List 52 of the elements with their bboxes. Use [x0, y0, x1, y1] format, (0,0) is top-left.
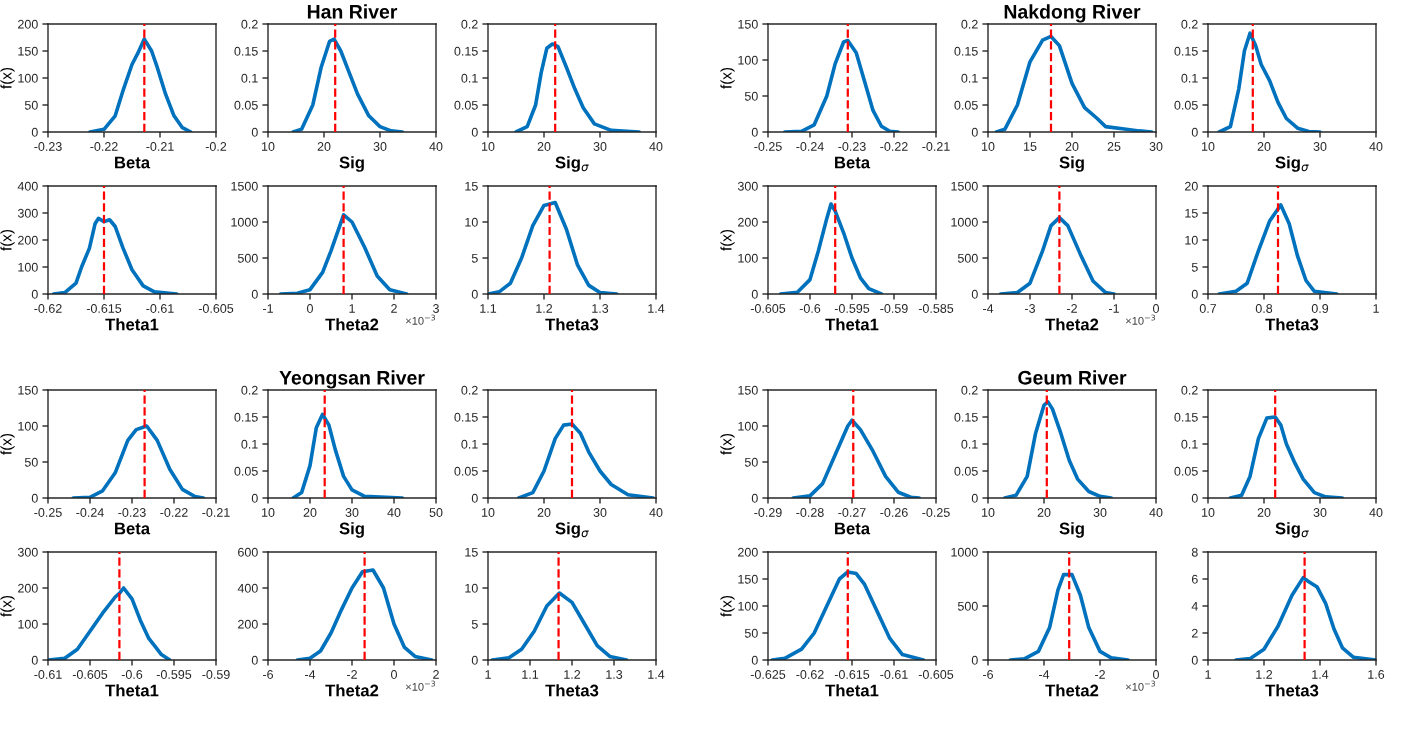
x-axis-title: Beta — [835, 522, 871, 535]
line-series — [998, 215, 1116, 294]
x-axis-title: Sig$_{σ}$ — [555, 522, 589, 538]
x-axis-title: Sig — [1059, 156, 1084, 172]
chart-title: Han River — [307, 4, 398, 19]
line-series — [514, 42, 642, 132]
line-series — [488, 200, 619, 294]
line-series — [71, 424, 206, 498]
x-axis-title: Theta1 — [825, 684, 879, 697]
line-series — [48, 586, 172, 660]
line-series — [791, 418, 922, 498]
line-series — [291, 412, 405, 498]
x-axis-title: Theta2 — [325, 684, 379, 697]
x-axis-title: Beta — [835, 156, 871, 169]
line-series — [994, 34, 1154, 132]
x-axis-title: Beta — [115, 522, 151, 535]
line-series — [1008, 572, 1130, 660]
line-series — [295, 568, 434, 660]
line-series — [291, 37, 405, 132]
x-axis-title: Theta3 — [545, 684, 599, 697]
x-axis-title: Theta2 — [325, 318, 379, 331]
line-series — [516, 422, 656, 498]
line-series — [1228, 415, 1345, 498]
chart-title: Nakdong River — [1004, 4, 1141, 23]
line-series — [1234, 575, 1376, 660]
line-series — [490, 591, 629, 660]
x-axis-title: Sig — [339, 156, 364, 172]
x-axis-title: Theta3 — [1265, 684, 1319, 697]
x-axis-title: Sig$_{σ}$ — [555, 156, 589, 172]
x-axis-title: Beta — [115, 156, 151, 169]
x-axis-title: Theta3 — [1265, 318, 1319, 331]
chart-title: Geum River — [1018, 370, 1127, 385]
line-series — [51, 216, 179, 294]
line-series — [770, 570, 926, 660]
x-axis-title: Theta3 — [545, 318, 599, 331]
x-axis-title: Theta1 — [105, 318, 159, 331]
line-series — [782, 38, 901, 132]
line-series — [1217, 31, 1322, 132]
x-axis-title: Sig — [339, 522, 364, 538]
line-series — [1217, 203, 1339, 294]
line-series — [1002, 400, 1114, 498]
x-axis-title: Theta1 — [105, 684, 159, 697]
x-axis-title: Sig$_{σ}$ — [1275, 156, 1309, 172]
x-axis-title: Theta2 — [1045, 684, 1099, 697]
x-axis-title: Sig — [1059, 522, 1084, 538]
x-axis-title: Theta2 — [1045, 318, 1099, 331]
line-series — [88, 37, 193, 132]
line-series — [278, 212, 409, 294]
x-axis-title: Theta1 — [825, 318, 879, 331]
chart-title: Yeongsan River — [279, 370, 425, 389]
x-axis-title: Sig$_{σ}$ — [1275, 522, 1309, 538]
line-series — [778, 202, 884, 294]
